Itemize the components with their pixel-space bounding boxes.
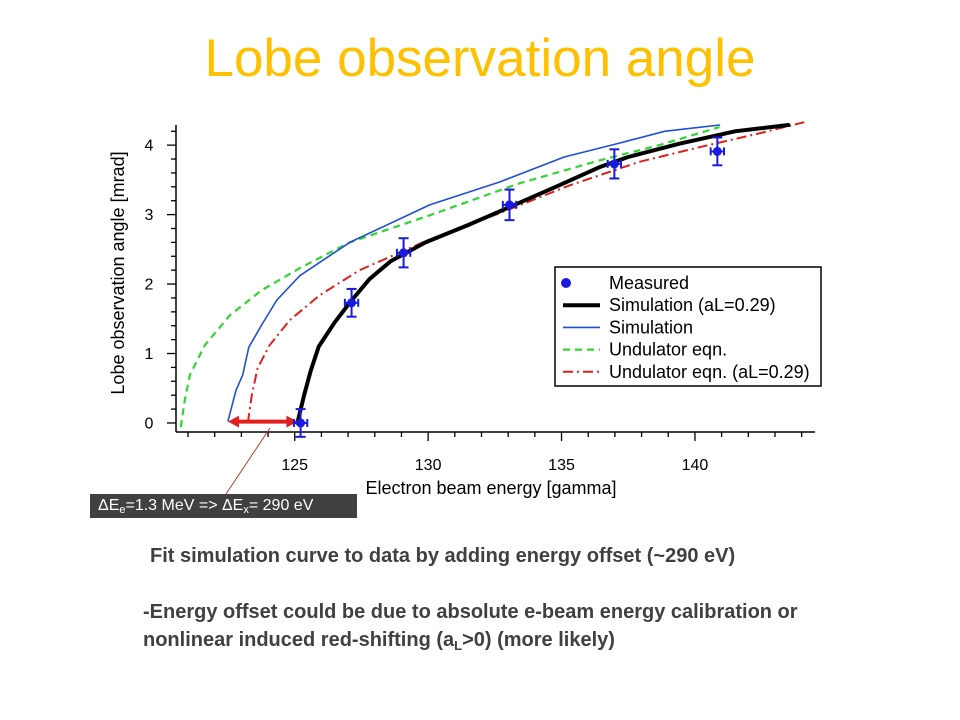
legend-item-simulation-al-0-29: Simulation (aL=0.29) [563,295,776,315]
legend-swatch-marker [561,278,571,288]
offset-note: -Energy offset could be due to absolute … [143,598,798,660]
legend-item-undulator-eqn: Undulator eqn. [563,340,727,360]
legend-label: Undulator eqn. (aL=0.29) [609,362,810,382]
slide-title: Lobe observation angle [204,29,756,88]
measured-point [709,136,726,167]
measured-point [501,188,518,222]
main-bullet: Fit simulation curve to data by adding e… [150,545,736,567]
x-tick-label: 135 [548,457,575,474]
x-tick-label: 140 [682,457,709,474]
chart-series [179,121,805,438]
x-axis-label: Electron beam energy [gamma] [365,478,616,498]
axis-ticks: 125 130 135 140 0 1 2 3 4 [145,130,803,474]
arrow-head-right [286,415,298,428]
annotation-text: =1.3 MeV => ΔE [125,497,244,514]
measured-point [343,287,360,318]
arrow-head-left [228,415,240,428]
measured-marker [505,200,515,210]
legend-label: Simulation [609,317,693,337]
measured-marker [347,298,357,308]
note-subscript: L [454,638,463,653]
note-text: nonlinear induced red-shifting (a [143,629,455,651]
y-tick-label: 4 [145,138,154,155]
series-line-simulation [227,124,721,422]
measured-marker [296,418,306,428]
annotation-subscript: e [119,504,126,516]
legend-item-measured: Measured [561,273,689,293]
note-line-1: -Energy offset could be due to absolute … [143,601,798,623]
y-tick-label: 3 [145,207,154,224]
annotation-connector-line [225,427,271,495]
annotation-text: ΔE [98,497,120,514]
measured-marker [609,159,619,169]
note-line-2: nonlinear induced red-shifting (aL>0) (m… [143,626,798,660]
annotation-text: = 290 eV [248,497,314,514]
x-tick-label: 125 [281,457,308,474]
energy-offset-annotation: ΔEe=1.3 MeV => ΔEx= 290 eV [90,494,357,518]
measured-point [292,408,309,438]
series-line-undulator-eqn [179,126,720,428]
y-tick-label: 2 [145,277,154,294]
x-tick-label: 130 [415,457,442,474]
annotation-subscript: x [243,504,249,516]
measured-marker [399,248,409,258]
y-axis-label: Lobe observation angle [mrad] [108,151,128,394]
legend-label: Undulator eqn. [609,340,727,360]
legend-label: Simulation (aL=0.29) [609,295,776,315]
legend-item-undulator-eqn-al-0-29: Undulator eqn. (aL=0.29) [563,362,810,382]
measured-point [606,148,623,180]
series-line-simulation-al-0-29 [295,123,791,425]
y-tick-label: 1 [145,346,154,363]
legend-label: Measured [609,273,689,293]
measured-point [395,237,412,269]
measured-marker [712,146,722,156]
note-text: >0) (more likely) [462,629,615,651]
series-line-undulator-eqn-al-0-29 [246,121,805,424]
legend-item-simulation: Simulation [563,317,693,337]
y-tick-label: 0 [145,415,154,432]
legend-box [554,266,822,387]
energy-offset-arrow [228,415,298,428]
